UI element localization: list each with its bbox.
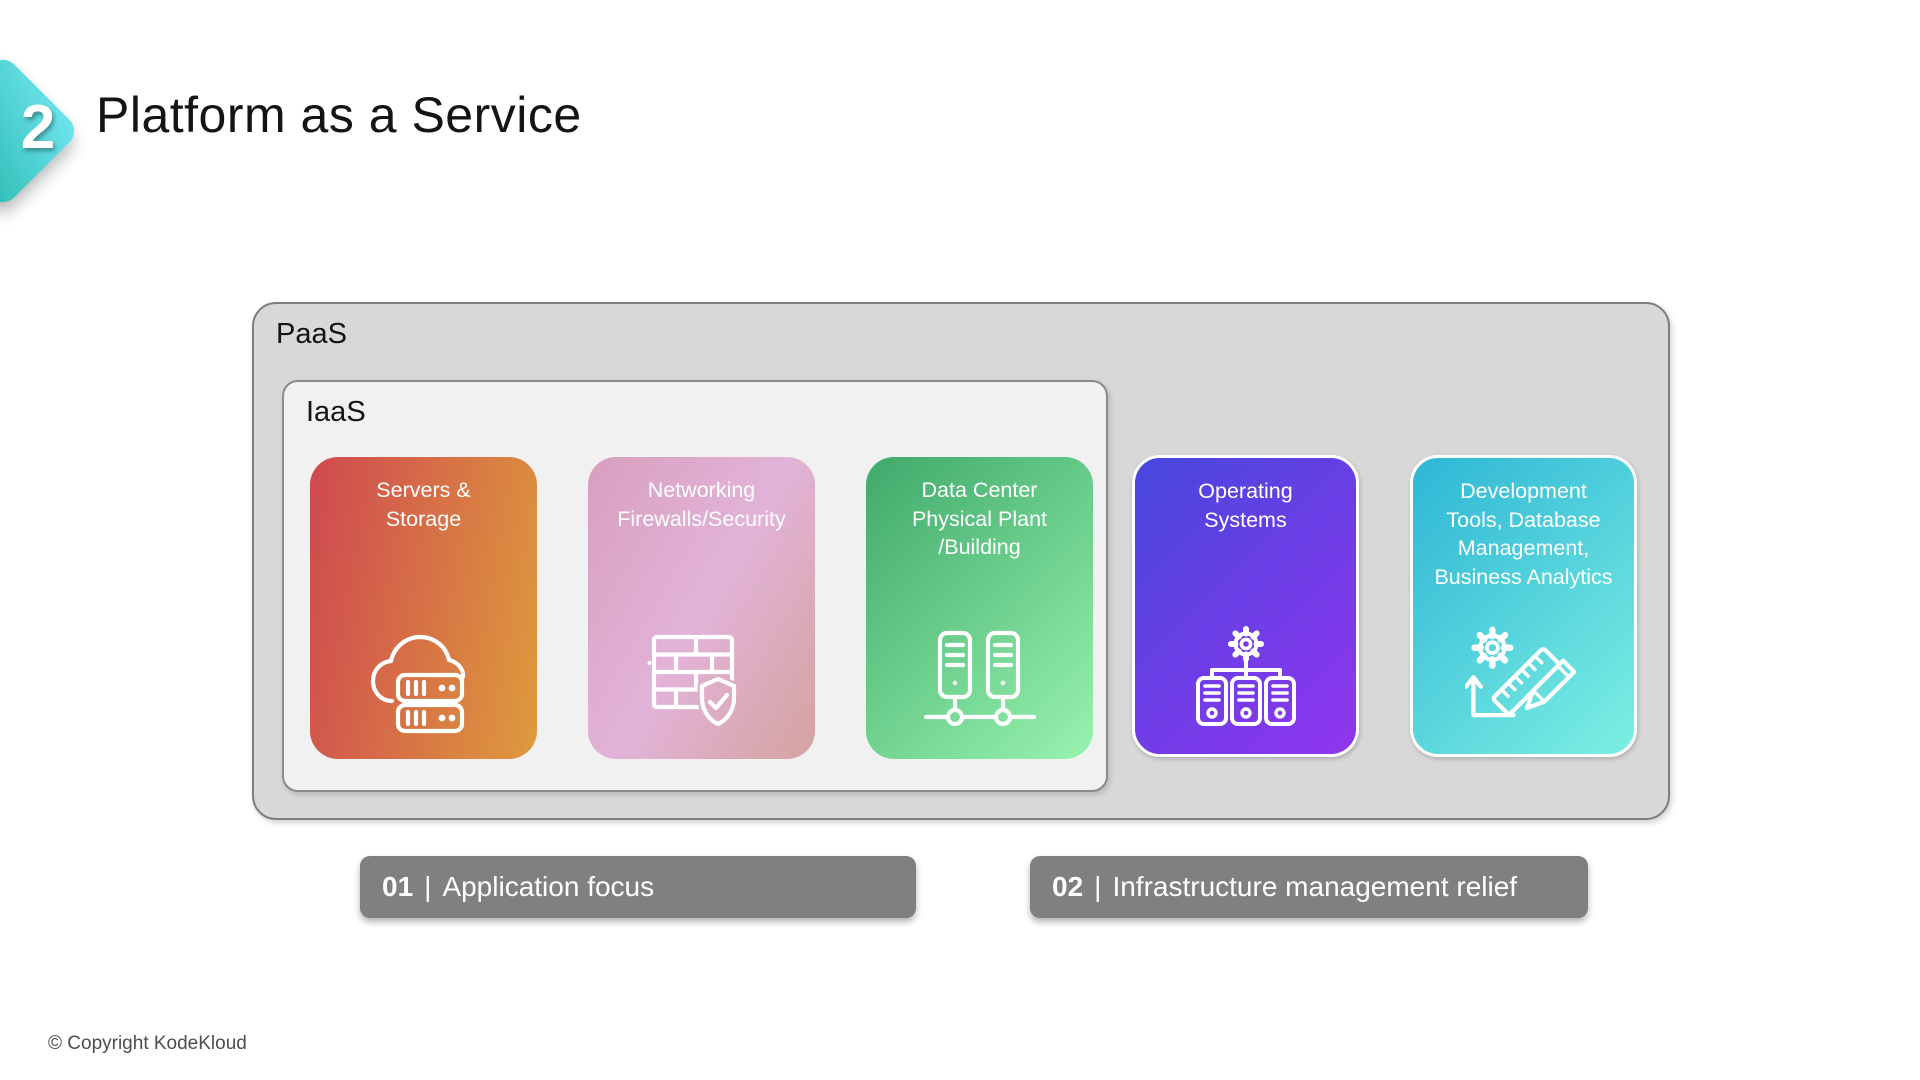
cloud-servers-icon xyxy=(310,625,537,737)
page-title: Platform as a Service xyxy=(96,87,582,143)
slide-number: 2 xyxy=(20,93,56,162)
card-title: Servers & Storage xyxy=(376,478,471,531)
copyright-text: © Copyright KodeKloud xyxy=(48,1033,247,1054)
card-title: Networking Firewalls/Security xyxy=(617,478,786,531)
iaas-label: IaaS xyxy=(306,396,366,428)
iaas-container: IaaS Servers & Storage xyxy=(282,380,1108,792)
card-title: Operating Systems xyxy=(1198,479,1293,532)
firewall-shield-icon xyxy=(588,625,815,737)
card-servers-storage: Servers & Storage xyxy=(310,457,537,759)
card-development-tools: Development Tools, Database Management, … xyxy=(1410,455,1637,757)
datacenter-towers-icon xyxy=(866,625,1093,737)
os-gear-servers-icon xyxy=(1135,620,1356,732)
callout-number: 01 xyxy=(382,871,414,902)
devtools-gear-pencil-icon xyxy=(1413,614,1634,732)
card-data-center: Data Center Physical Plant /Building xyxy=(866,457,1093,759)
callout-separator: | xyxy=(424,871,432,902)
callout-number: 02 xyxy=(1052,871,1084,902)
paas-container: PaaS IaaS Servers & Storage xyxy=(252,302,1670,820)
card-networking-firewalls: Networking Firewalls/Security xyxy=(588,457,815,759)
callout-text: Infrastructure management relief xyxy=(1112,871,1518,902)
callout-application-focus: 01 | Application focus xyxy=(360,856,916,918)
card-title: Data Center Physical Plant /Building xyxy=(911,478,1048,560)
card-operating-systems: Operating Systems xyxy=(1132,455,1359,757)
callout-infrastructure-relief: 02 | Infrastructure management relief xyxy=(1030,856,1588,918)
callout-text: Application focus xyxy=(442,871,655,902)
callout-separator: | xyxy=(1094,871,1102,902)
card-title: Development Tools, Database Management, … xyxy=(1434,479,1613,589)
paas-label: PaaS xyxy=(276,318,347,350)
